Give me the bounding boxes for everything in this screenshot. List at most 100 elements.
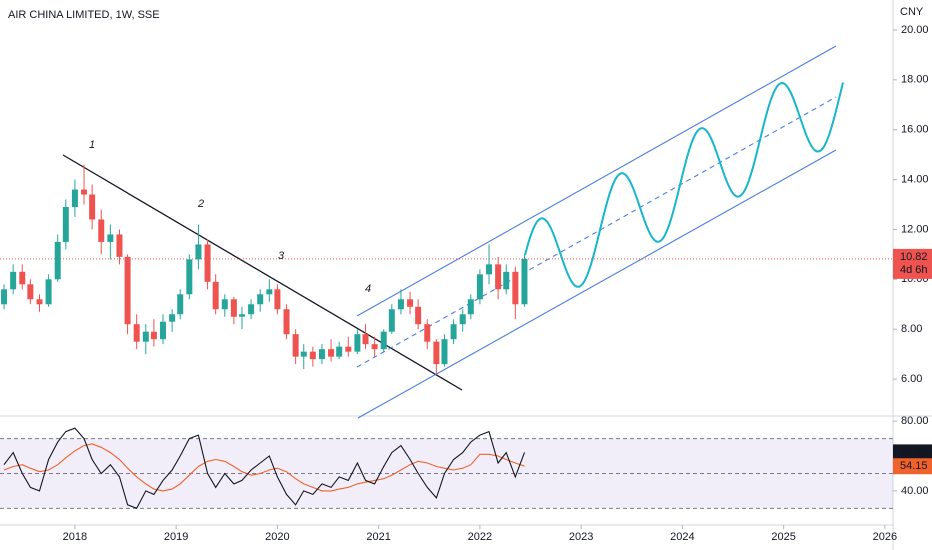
candle-body xyxy=(142,331,149,342)
x-tick-label: 2019 xyxy=(164,531,188,543)
candle-body xyxy=(266,289,273,295)
candle-body xyxy=(512,271,519,305)
channel-upper xyxy=(356,45,837,317)
wave-label: 4 xyxy=(365,283,371,295)
candle-body xyxy=(27,284,34,300)
candle-body xyxy=(354,334,361,352)
candle-body xyxy=(362,334,369,345)
candle-body xyxy=(116,234,123,257)
candle-body xyxy=(62,207,69,242)
wave-label: 1 xyxy=(89,139,95,151)
x-tick-label: 2020 xyxy=(265,531,289,543)
candle-body xyxy=(336,346,343,357)
candle-body xyxy=(107,234,114,242)
candle-body xyxy=(521,258,528,305)
candle-body xyxy=(415,306,422,325)
candle-body xyxy=(186,259,193,295)
y-tick-label: 14.00 xyxy=(901,173,929,185)
x-tick-label: 2021 xyxy=(366,531,390,543)
y-tick-label: 6.00 xyxy=(901,373,922,385)
candle-body xyxy=(486,264,493,275)
projection-wave xyxy=(524,82,844,288)
rsi-last-box xyxy=(893,444,932,461)
candle-body xyxy=(195,244,202,260)
candle-body xyxy=(371,344,378,350)
rsi-tick-label: 80.00 xyxy=(901,415,929,427)
candle-body xyxy=(10,271,17,290)
candle-body xyxy=(407,299,414,307)
candle-body xyxy=(221,299,228,310)
countdown-label: 4d 6h xyxy=(900,264,928,276)
candle-body xyxy=(292,334,299,357)
wave-label: 3 xyxy=(278,250,285,262)
candle-body xyxy=(476,274,483,300)
rsi-tick-label: 40.00 xyxy=(901,485,929,497)
candle-body xyxy=(45,279,52,305)
candle-body xyxy=(433,341,440,365)
candle-body xyxy=(459,314,466,325)
chart-title: AIR CHINA LIMITED, 1W, SSE xyxy=(8,9,160,21)
candle-body xyxy=(283,309,290,335)
candle-body xyxy=(274,289,281,310)
x-tick-label: 2018 xyxy=(63,531,87,543)
y-tick-label: 16.00 xyxy=(901,124,929,136)
candle-body xyxy=(230,299,237,317)
x-tick-label: 2024 xyxy=(670,531,694,543)
x-tick-label: 2023 xyxy=(569,531,593,543)
candle-body xyxy=(397,299,404,310)
channel-lower xyxy=(357,149,837,419)
candle-body xyxy=(1,289,8,305)
candle-body xyxy=(169,314,176,322)
candle-body xyxy=(388,309,395,332)
y-tick-label: 8.00 xyxy=(901,323,922,335)
candle-body xyxy=(81,189,88,195)
candle-body xyxy=(424,324,431,342)
rsi-ma-last-label: 54.15 xyxy=(900,460,928,472)
candle-body xyxy=(19,271,26,285)
candle-body xyxy=(89,194,96,220)
last-price-label: 10.82 xyxy=(900,251,928,263)
candle-body xyxy=(212,281,219,310)
candle-body xyxy=(204,244,211,282)
candle-body xyxy=(467,299,474,315)
candle-body xyxy=(503,271,510,290)
candle-body xyxy=(54,241,61,280)
candle-body xyxy=(345,346,352,352)
trend-line xyxy=(62,154,463,391)
candle-body xyxy=(441,339,448,365)
candle-body xyxy=(36,299,43,305)
y-tick-label: 20.00 xyxy=(901,24,929,36)
candle-body xyxy=(124,256,131,325)
wave-label: 2 xyxy=(197,198,204,210)
last-price-box xyxy=(893,248,932,279)
rsi-last-label: 62.09 xyxy=(900,446,928,458)
currency: CNY xyxy=(900,6,924,18)
rsi-ma-last-box xyxy=(893,458,932,475)
x-tick-label: 2025 xyxy=(771,531,795,543)
rsi-ma-line xyxy=(3,443,525,492)
x-tick-label: 2026 xyxy=(873,531,897,543)
candle-body xyxy=(318,349,325,360)
candle-body xyxy=(380,331,387,350)
candle-body xyxy=(150,331,157,340)
candle-body xyxy=(309,351,316,360)
y-tick-label: 12.00 xyxy=(901,223,929,235)
candle-body xyxy=(238,314,245,317)
candle-body xyxy=(71,189,78,208)
candle-body xyxy=(495,264,502,290)
candle-body xyxy=(328,349,335,357)
y-tick-label: 18.00 xyxy=(901,74,929,86)
candle-body xyxy=(177,294,184,315)
candle-body xyxy=(133,324,140,342)
x-tick-label: 2022 xyxy=(468,531,492,543)
candle-body xyxy=(450,324,457,340)
candle-body xyxy=(160,321,167,340)
candle-body xyxy=(257,294,264,305)
candle-body xyxy=(248,304,255,315)
candle-body xyxy=(300,351,307,357)
channel-mid xyxy=(356,96,837,368)
candle-body xyxy=(98,219,105,242)
rsi-line xyxy=(3,427,526,509)
